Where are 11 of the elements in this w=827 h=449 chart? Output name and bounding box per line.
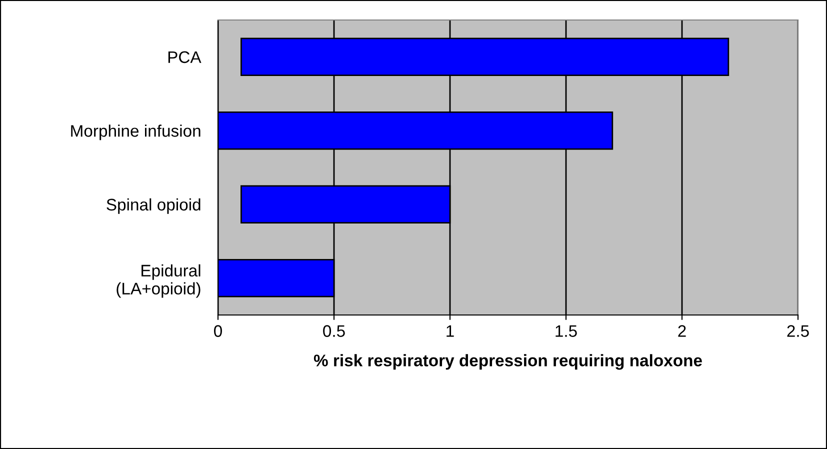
x-axis-title: % risk respiratory depression requiring naloxone <box>314 354 702 370</box>
x-tick-label: 1 <box>446 325 454 337</box>
x-tick-label: 2.5 <box>787 325 809 337</box>
x-tick-label: 0 <box>214 325 222 337</box>
x-tick-label: 0.5 <box>323 325 345 337</box>
x-tick-label: 1.5 <box>556 325 577 337</box>
y-tick-label: PCA <box>168 51 202 64</box>
x-tick-label: 2 <box>678 325 686 337</box>
y-tick-label: Spinal opioid <box>106 198 200 214</box>
y-tick-label: Morphine infusion <box>71 124 200 140</box>
y-tick-label: Epidural (LA+opioid) <box>116 264 200 298</box>
